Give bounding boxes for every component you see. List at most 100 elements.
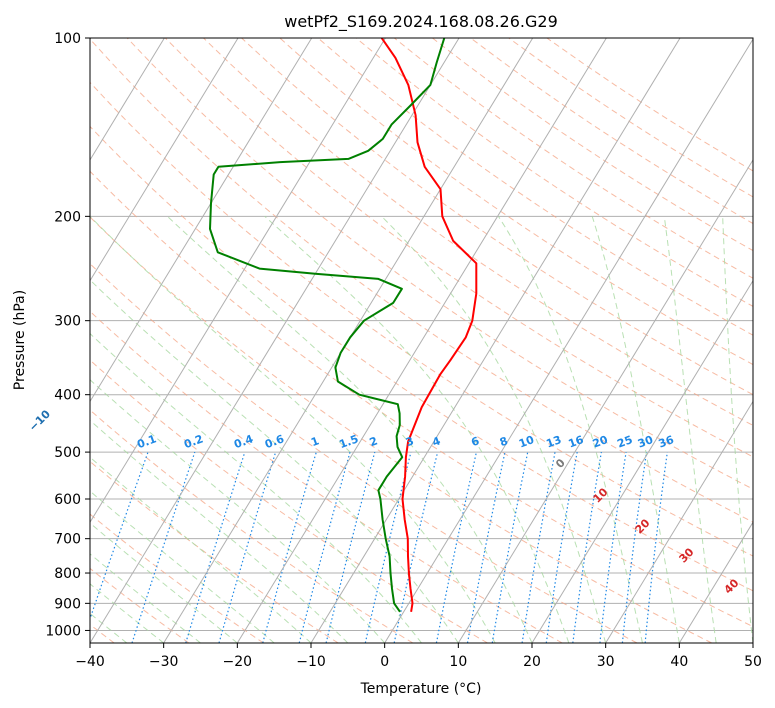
y-tick-label: 800 <box>54 566 81 582</box>
dry-adiabat-line <box>355 38 753 307</box>
y-axis-title: Pressure (hPa) <box>12 290 28 390</box>
isotherm-line <box>90 38 460 643</box>
moist-adiabat-line <box>90 279 459 643</box>
isotherm-line <box>90 38 165 161</box>
isotherm-line <box>605 400 753 643</box>
isotherm-line <box>90 38 313 403</box>
moist-adiabat-line <box>167 215 533 643</box>
mixing-ratio-label: 4 <box>431 434 443 449</box>
dry-adiabat-line <box>241 38 753 396</box>
dry-adiabat-line <box>90 216 712 643</box>
isotherm-line <box>236 38 607 643</box>
mixing-ratio-label: 13 <box>544 433 563 450</box>
dry-adiabat-line <box>90 170 753 628</box>
isotherm-line <box>531 279 753 643</box>
x-tick-label: 0 <box>380 654 389 670</box>
dry-adiabat-line <box>90 359 488 643</box>
dry-adiabat-line <box>90 310 563 643</box>
mixing-ratio-line <box>218 451 277 643</box>
x-tick-label: 50 <box>744 654 762 670</box>
y-tick-label: 200 <box>54 209 81 225</box>
isotherm-line <box>457 158 753 643</box>
temperature-profile-line <box>380 38 478 612</box>
isotherm-line <box>90 38 239 282</box>
chart-title: wetPf2_S169.2024.168.08.26.G29 <box>284 12 558 32</box>
mixing-ratio-lines <box>90 451 668 643</box>
mixing-ratio-label: 2 <box>368 434 380 449</box>
moist-adiabat-line <box>90 490 275 643</box>
mixing-ratio-label: 0.1 <box>135 432 158 451</box>
y-tick-label: 900 <box>54 596 81 612</box>
mixing-ratio-line <box>131 451 196 643</box>
mixing-ratio-line <box>298 451 351 643</box>
moist-adiabat-line <box>264 215 570 643</box>
mixing-ratio-line <box>599 452 627 643</box>
y-tick-label: 1000 <box>45 623 81 639</box>
mixing-ratio-label: 1.5 <box>337 432 360 451</box>
mixing-ratio-line <box>325 451 376 643</box>
mixing-ratio-label: 10 <box>517 433 536 451</box>
x-axis-title: Temperature (°C) <box>360 681 482 697</box>
moist-adiabat-line <box>722 216 753 643</box>
mixing-ratio-line <box>545 451 578 643</box>
dry-adiabat-line <box>90 567 190 643</box>
isotherm-line <box>310 38 681 643</box>
y-tick-label: 700 <box>54 532 81 548</box>
mixing-ratio-label: 20 <box>591 433 610 451</box>
plot-frame <box>89 37 754 644</box>
mixing-ratio-label: 8 <box>498 434 510 449</box>
isotherm-line <box>384 38 753 643</box>
mixing-ratio-line <box>364 451 412 643</box>
y-tick-label: 400 <box>54 388 81 404</box>
y-axis: 100 200 300 400 500 600 700 800 900 1000 <box>45 31 90 639</box>
x-tick-label: 30 <box>597 654 615 670</box>
mixing-ratio-label: 25 <box>615 433 634 450</box>
moist-adiabat-line <box>381 215 607 643</box>
profile-layer <box>209 38 478 613</box>
moist-adiabat-line <box>90 419 349 643</box>
moist-adiabat-line <box>90 379 386 643</box>
mixing-ratio-label: 36 <box>657 433 676 451</box>
isotherm-line <box>90 38 386 524</box>
y-tick-label: 100 <box>54 31 81 47</box>
mixing-ratio-line <box>185 451 246 643</box>
moist-adiabats <box>90 215 753 643</box>
mixing-ratio-label: 0.2 <box>182 432 205 451</box>
mixing-ratio-line <box>90 451 149 621</box>
moist-adiabat-line <box>663 216 717 643</box>
dry-adiabat-line <box>279 38 753 366</box>
x-tick-label: −10 <box>296 654 326 670</box>
x-tick-label: −40 <box>75 654 105 670</box>
mixing-ratio-line <box>644 452 668 643</box>
mixing-ratio-label: 3 <box>404 434 416 449</box>
dry-adiabat-line <box>90 513 264 643</box>
x-tick-label: 40 <box>670 654 688 670</box>
x-tick-label: 10 <box>449 654 467 670</box>
mixing-ratio-line <box>572 451 602 643</box>
mixing-ratio-label: 30 <box>636 433 655 451</box>
mixing-ratio-label: 16 <box>567 433 586 451</box>
isotherm-line <box>678 521 753 643</box>
mixing-ratio-label: 0.4 <box>232 432 255 451</box>
y-tick-label: 600 <box>54 492 81 508</box>
dry-adiabat-line <box>203 38 753 426</box>
mixing-ratio-line <box>262 451 317 643</box>
x-tick-label: −30 <box>149 654 179 670</box>
dewpoint-profile-line <box>209 38 446 613</box>
y-tick-label: 500 <box>54 445 81 461</box>
dry-adiabat-line <box>90 125 753 592</box>
mixing-ratio-label: 0.6 <box>263 432 286 451</box>
mixing-ratio-label: 1 <box>309 434 321 449</box>
moist-adiabat-line <box>591 216 680 643</box>
x-tick-label: −20 <box>223 654 253 670</box>
dry-adiabat-line <box>90 263 638 643</box>
mixing-ratio-label: 6 <box>469 434 481 449</box>
y-tick-label: 300 <box>54 314 81 330</box>
x-tick-label: 20 <box>523 654 541 670</box>
moist-adiabat-line <box>90 332 422 643</box>
dry-adiabat-line <box>90 38 753 523</box>
x-axis: −40 −30 −20 −10 0 10 20 30 40 50 <box>75 643 762 670</box>
mixing-ratio-line <box>621 452 648 643</box>
